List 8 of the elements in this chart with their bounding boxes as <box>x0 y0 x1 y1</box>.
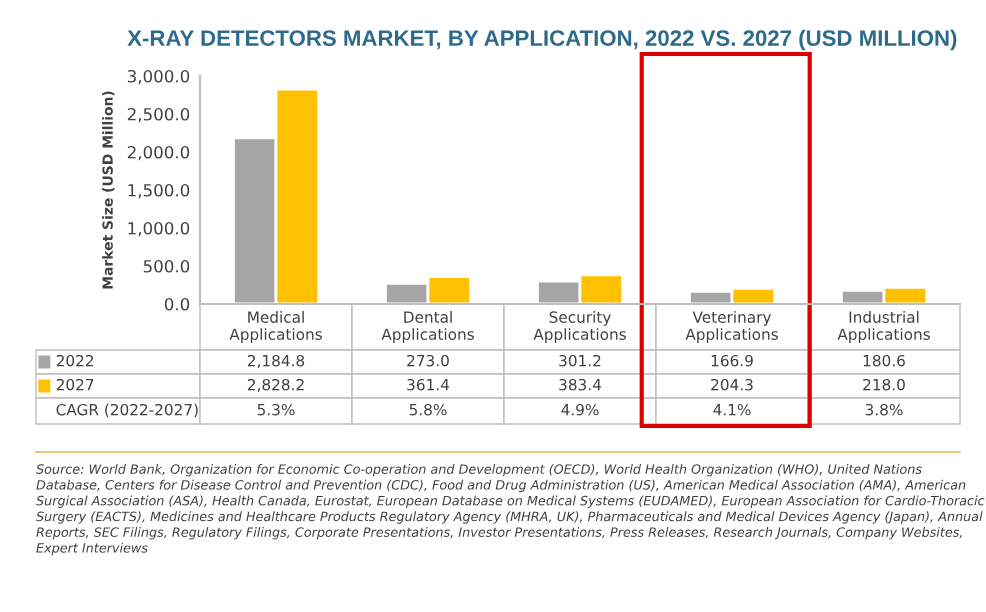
chart-title: X-RAY DETECTORS MARKET, BY APPLICATION, 2022 VS. 2027 (USD MILLION) <box>127 29 957 51</box>
y-tick-label: 1,000.0 <box>128 221 190 237</box>
y-tick-label: 500.0 <box>143 259 190 273</box>
y-tick-label: 2,500.0 <box>127 107 190 123</box>
y-tick-label: 1,500.0 <box>128 183 190 199</box>
y-tick-label: 3,000.0 <box>127 69 190 85</box>
y-tick-label: 0.0 <box>164 297 190 311</box>
y-tick-label: 2,000.0 <box>127 145 190 161</box>
